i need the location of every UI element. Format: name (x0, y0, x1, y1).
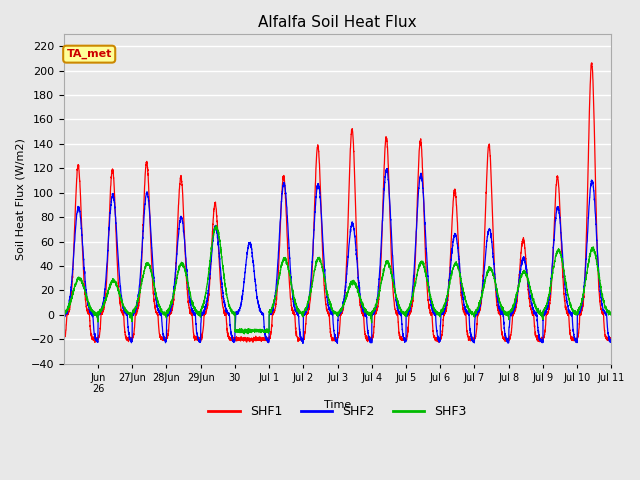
SHF3 (607, 311, 615, 316)
Line: SHF1: SHF1 (64, 63, 611, 342)
SHF1 (488, 193, 495, 199)
SHF1 (173, 228, 181, 234)
SHF3 (173, 272, 181, 278)
SHF2 (173, 245, 181, 251)
SHF2 (299, 341, 307, 347)
SHF2 (488, 240, 496, 245)
X-axis label: Time: Time (324, 400, 351, 410)
SHF3 (515, 284, 523, 290)
SHF1 (91, 339, 99, 345)
SHF1 (607, 336, 615, 342)
SHF3 (388, 271, 396, 276)
SHF3 (60, 309, 68, 315)
SHF3 (488, 269, 496, 275)
SHF3 (358, 301, 366, 307)
SHF2 (515, 280, 523, 286)
Line: SHF2: SHF2 (64, 168, 611, 344)
SHF1 (529, 310, 537, 316)
SHF3 (529, 296, 537, 301)
SHF2 (388, 229, 396, 235)
SHF2 (607, 337, 615, 343)
SHF1 (60, 335, 68, 341)
SHF2 (529, 306, 537, 312)
SHF2 (358, 301, 365, 307)
SHF1 (588, 60, 596, 66)
Y-axis label: Soil Heat Flux (W/m2): Soil Heat Flux (W/m2) (15, 138, 25, 260)
SHF1 (515, 280, 522, 286)
SHF2 (60, 318, 68, 324)
Legend: SHF1, SHF2, SHF3: SHF1, SHF2, SHF3 (204, 400, 472, 423)
SHF3 (212, 223, 220, 228)
SHF2 (383, 166, 391, 171)
SHF1 (387, 252, 395, 257)
SHF1 (358, 311, 365, 316)
Title: Alfalfa Soil Heat Flux: Alfalfa Soil Heat Flux (259, 15, 417, 30)
SHF3 (241, 331, 248, 337)
Text: TA_met: TA_met (67, 49, 112, 60)
Line: SHF3: SHF3 (64, 226, 611, 334)
